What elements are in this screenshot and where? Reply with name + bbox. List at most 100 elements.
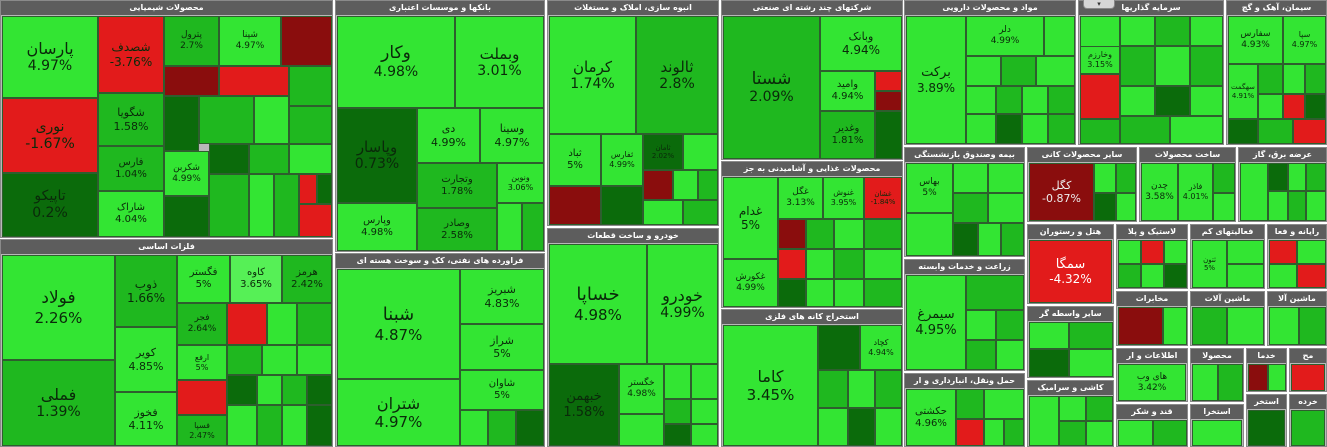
sector-metal-ores[interactable]: استخراج کانه های فلزی کاما 3.45% کچاد 4.… bbox=[721, 309, 903, 447]
stock-tile[interactable] bbox=[691, 364, 718, 399]
stock-tile[interactable] bbox=[601, 186, 643, 225]
stock-tile[interactable] bbox=[227, 303, 267, 345]
stock-tile[interactable] bbox=[966, 340, 996, 370]
stock-tile[interactable]: وبملت 3.01% bbox=[455, 16, 544, 108]
stock-tile[interactable] bbox=[643, 170, 673, 200]
stock-tile[interactable] bbox=[966, 114, 996, 144]
sector-services[interactable]: خدما bbox=[1246, 348, 1287, 392]
stock-tile[interactable]: فسپا 2.47% bbox=[177, 415, 227, 446]
stock-tile[interactable] bbox=[1004, 419, 1024, 446]
stock-tile[interactable] bbox=[209, 144, 249, 174]
stock-tile[interactable] bbox=[664, 364, 691, 399]
sector-chemical-products[interactable]: محصولات شیمیایی پارسان 4.97% شصدف -3.76%… bbox=[0, 0, 333, 238]
stock-tile[interactable] bbox=[317, 174, 332, 204]
stock-tile[interactable] bbox=[227, 375, 257, 405]
stock-tile[interactable] bbox=[875, 71, 902, 91]
stock-tile[interactable]: شگویا 1.58% bbox=[98, 93, 164, 146]
stock-tile[interactable] bbox=[249, 144, 289, 174]
sector-real-estate[interactable]: انبوه سازی، املاک و مستغلات کرمان 1.74% … bbox=[547, 0, 719, 226]
sector-machinery-2[interactable]: ماشین آلا bbox=[1267, 291, 1327, 346]
stock-tile[interactable] bbox=[1190, 16, 1223, 46]
stock-tile[interactable] bbox=[848, 408, 875, 446]
stock-tile[interactable] bbox=[1269, 264, 1297, 288]
stock-tile[interactable] bbox=[953, 193, 988, 223]
stock-tile[interactable] bbox=[1120, 116, 1170, 144]
stock-tile[interactable] bbox=[806, 249, 834, 279]
stock-tile[interactable] bbox=[1283, 64, 1305, 94]
stock-tile[interactable] bbox=[299, 174, 317, 204]
sector-basic-metals[interactable]: فلزات اساسی فولاد 2.26% ذوب 1.66% فگستر … bbox=[0, 239, 333, 447]
collapse-toggle-button[interactable]: ▾ bbox=[1083, 0, 1115, 9]
stock-tile[interactable] bbox=[307, 375, 332, 405]
stock-tile[interactable] bbox=[1227, 240, 1264, 264]
stock-tile[interactable]: غنوش 3.95% bbox=[823, 177, 864, 219]
stock-tile[interactable] bbox=[164, 96, 199, 151]
stock-tile[interactable] bbox=[267, 303, 297, 345]
sector-computer[interactable]: رایانه و فعا bbox=[1267, 224, 1327, 289]
stock-tile[interactable]: های وب 3.42% bbox=[1118, 364, 1186, 401]
stock-tile[interactable] bbox=[1268, 364, 1286, 391]
stock-tile[interactable] bbox=[307, 405, 332, 446]
stock-tile[interactable]: غکورش 4.99% bbox=[723, 259, 778, 307]
stock-tile[interactable] bbox=[988, 193, 1024, 223]
stock-tile[interactable] bbox=[1288, 163, 1306, 191]
stock-tile[interactable] bbox=[848, 370, 875, 408]
sector-fabricated-products[interactable]: ساخت محصولات چدن 3.58% فاذر 4.01% bbox=[1139, 147, 1236, 222]
sector-auxiliary-activities[interactable]: فعالیتهای کم ثتون 5% bbox=[1190, 224, 1265, 289]
stock-tile[interactable] bbox=[1155, 16, 1190, 46]
stock-tile[interactable]: شصدف -3.76% bbox=[98, 16, 164, 93]
stock-tile[interactable]: کاما 3.45% bbox=[723, 325, 818, 446]
sector-machinery[interactable]: ماشین آلات bbox=[1190, 291, 1265, 346]
stock-tile[interactable]: تاپیکو 0.2% bbox=[2, 173, 98, 237]
stock-tile[interactable] bbox=[778, 219, 806, 249]
stock-tile[interactable] bbox=[549, 186, 601, 225]
stock-tile[interactable] bbox=[966, 56, 1001, 86]
stock-tile[interactable] bbox=[1227, 307, 1264, 345]
stock-tile[interactable] bbox=[1258, 119, 1293, 144]
stock-tile[interactable] bbox=[1155, 86, 1190, 116]
stock-tile[interactable] bbox=[875, 370, 902, 408]
stock-tile[interactable]: شکربن 4.99% bbox=[164, 151, 209, 196]
stock-tile[interactable] bbox=[1141, 264, 1164, 288]
stock-tile[interactable] bbox=[297, 303, 332, 345]
stock-tile[interactable] bbox=[806, 279, 834, 307]
stock-tile[interactable]: وسینا 4.97% bbox=[480, 108, 544, 163]
stock-tile[interactable] bbox=[1118, 307, 1163, 345]
stock-tile[interactable] bbox=[199, 96, 254, 144]
stock-tile[interactable] bbox=[1022, 86, 1048, 114]
stock-tile[interactable] bbox=[1029, 322, 1069, 349]
stock-tile[interactable] bbox=[778, 279, 806, 307]
stock-tile[interactable]: ثفارس 4.99% bbox=[601, 134, 643, 186]
stock-tile[interactable] bbox=[1001, 223, 1024, 256]
stock-tile[interactable] bbox=[1306, 163, 1326, 191]
sector-automotive[interactable]: خودرو و ساخت قطعات خساپا 4.98% خودرو 4.9… bbox=[547, 228, 719, 447]
stock-tile[interactable] bbox=[1048, 114, 1075, 144]
stock-tile[interactable] bbox=[778, 249, 806, 279]
stock-tile[interactable]: فارس 1.04% bbox=[98, 146, 164, 191]
sector-banks[interactable]: بانکها و موسسات اعتباری وکار 4.98% وبملت… bbox=[335, 0, 545, 252]
stock-tile[interactable] bbox=[497, 203, 522, 251]
stock-tile[interactable]: شستا 2.09% bbox=[723, 16, 820, 159]
stock-tile[interactable] bbox=[1044, 16, 1075, 56]
stock-tile[interactable]: ثتون 5% bbox=[1192, 240, 1227, 288]
stock-tile[interactable] bbox=[289, 106, 332, 144]
sector-information[interactable]: اطلاعات و ار های وب 3.42% bbox=[1116, 348, 1188, 402]
stock-tile[interactable]: ذوب 1.66% bbox=[115, 255, 177, 327]
sector-rubber-plastic[interactable]: لاستیک و پلا bbox=[1116, 224, 1188, 289]
stock-tile[interactable] bbox=[834, 219, 864, 249]
stock-tile[interactable]: وپاسار 0.73% bbox=[337, 108, 417, 203]
stock-tile[interactable] bbox=[818, 408, 848, 446]
sector-sugar[interactable]: قند و شکر bbox=[1116, 404, 1188, 447]
stock-tile[interactable] bbox=[1192, 420, 1242, 446]
stock-tile[interactable]: دی 4.99% bbox=[417, 108, 480, 163]
stock-tile[interactable]: خساپا 4.98% bbox=[549, 244, 647, 364]
stock-tile[interactable]: فاذر 4.01% bbox=[1178, 163, 1213, 221]
sector-extraction-2[interactable]: استخر bbox=[1246, 394, 1287, 447]
stock-tile[interactable] bbox=[282, 375, 307, 405]
stock-tile[interactable] bbox=[818, 325, 860, 370]
stock-tile[interactable] bbox=[996, 310, 1024, 340]
stock-tile[interactable] bbox=[673, 170, 698, 200]
stock-tile[interactable] bbox=[1163, 307, 1187, 345]
stock-tile[interactable]: وبانک 4.94% bbox=[820, 16, 902, 71]
stock-tile[interactable]: حکشتی 4.96% bbox=[906, 389, 956, 446]
